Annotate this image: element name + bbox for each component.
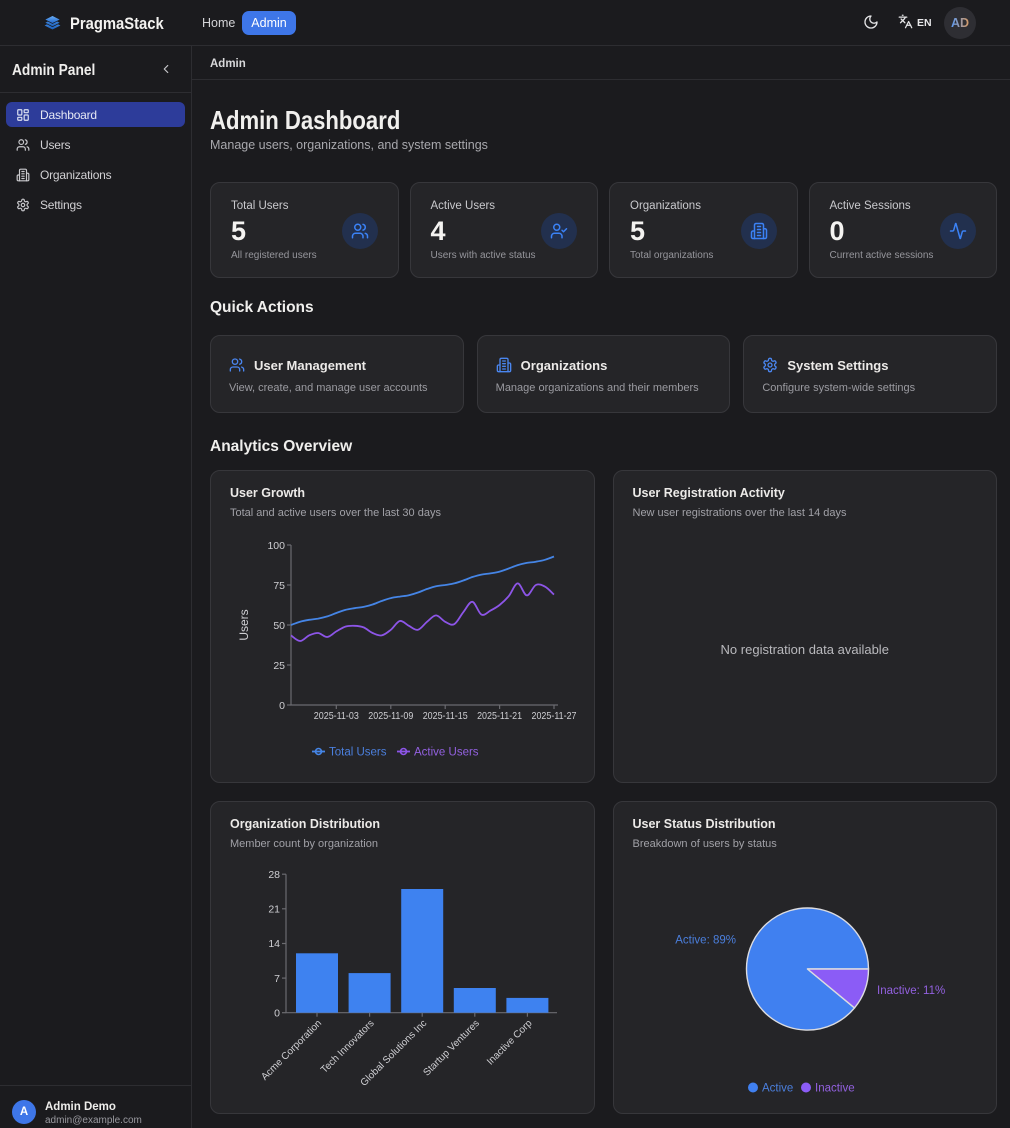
svg-text:0: 0 (279, 700, 285, 712)
svg-text:75: 75 (273, 580, 285, 592)
svg-text:Inactive Corp: Inactive Corp (485, 1018, 535, 1068)
svg-text:Active Users: Active Users (414, 747, 479, 759)
svg-text:7: 7 (274, 973, 280, 985)
svg-text:Users: Users (237, 609, 251, 640)
svg-text:Total Users: Total Users (329, 747, 387, 759)
svg-text:Tech Innovators: Tech Innovators (319, 1018, 377, 1076)
svg-text:2025-11-09: 2025-11-09 (368, 710, 413, 722)
svg-text:2025-11-27: 2025-11-27 (532, 710, 577, 722)
svg-text:2025-11-15: 2025-11-15 (423, 710, 468, 722)
svg-text:100: 100 (267, 540, 285, 552)
svg-text:Active: Active (762, 1083, 793, 1095)
svg-text:50: 50 (273, 620, 285, 632)
svg-text:Active: 89%: Active: 89% (675, 935, 736, 947)
svg-text:Startup Ventures: Startup Ventures (421, 1018, 481, 1078)
svg-text:28: 28 (268, 869, 280, 881)
svg-text:0: 0 (274, 1008, 280, 1020)
svg-text:2025-11-03: 2025-11-03 (314, 710, 359, 722)
svg-text:Acme Corporation: Acme Corporation (259, 1018, 324, 1083)
svg-text:25: 25 (273, 660, 285, 672)
svg-text:2025-11-21: 2025-11-21 (477, 710, 522, 722)
svg-text:Inactive: Inactive (815, 1083, 855, 1095)
svg-text:21: 21 (268, 904, 280, 916)
svg-text:Inactive: 11%: Inactive: 11% (877, 985, 945, 997)
svg-text:14: 14 (268, 938, 280, 950)
